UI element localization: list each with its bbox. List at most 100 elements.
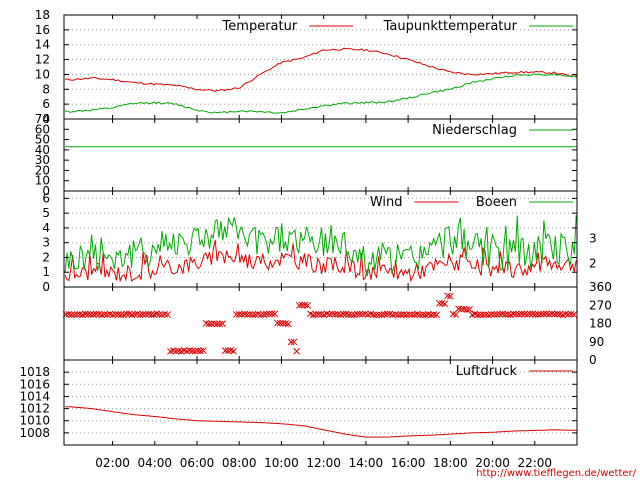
winddir-point	[309, 311, 317, 319]
winddir-point	[389, 311, 397, 319]
winddir-point	[199, 347, 207, 354]
ytick-label: 20	[35, 163, 50, 177]
winddir-point	[189, 347, 196, 355]
winddir-point	[216, 320, 224, 328]
winddir-point	[570, 311, 578, 318]
ytick-label-right: 2	[589, 256, 597, 270]
winddir-point	[70, 311, 78, 319]
winddir-point	[331, 310, 339, 318]
winddir-point	[276, 319, 284, 327]
winddir-point	[446, 292, 454, 300]
ytick-label-right: 360	[589, 280, 612, 294]
winddir-point	[103, 311, 111, 319]
winddir-point	[293, 347, 300, 355]
winddir-point	[372, 311, 380, 319]
winddir-point	[449, 310, 457, 318]
winddir-point	[518, 310, 526, 318]
winddir-point	[353, 310, 361, 318]
ytick-label: 0	[42, 280, 50, 294]
ytick-label: 5	[42, 206, 50, 220]
winddir-point	[545, 310, 553, 318]
winddir-point	[345, 311, 353, 319]
winddir-point	[257, 311, 265, 319]
ytick-label: 1016	[19, 377, 50, 391]
winddir-point	[551, 310, 558, 318]
winddir-point	[161, 310, 169, 318]
winddir-point	[392, 311, 399, 318]
legend-label: Temperatur	[222, 19, 298, 34]
xtick-label: 20:00	[475, 456, 510, 470]
ytick-label: 1018	[19, 365, 50, 379]
ytick-label: 1010	[19, 414, 50, 428]
winddir-point	[548, 310, 556, 318]
winddir-point	[488, 310, 495, 318]
ytick-label: 4	[42, 221, 50, 235]
xtick-label: 06:00	[180, 456, 215, 470]
winddir-point	[405, 311, 413, 318]
ytick-label: 70	[35, 112, 50, 126]
winddir-point	[139, 311, 147, 318]
ytick-label: 6	[42, 97, 50, 111]
winddir-point	[285, 320, 292, 328]
winddir-point	[68, 311, 75, 319]
winddir-point	[416, 311, 424, 319]
winddir-point	[457, 305, 465, 313]
winddir-point	[205, 320, 213, 328]
winddir-point	[512, 310, 520, 318]
winddir-point	[296, 302, 303, 309]
ytick-label-right: 270	[589, 298, 612, 312]
winddir-point	[433, 311, 440, 319]
winddir-point	[540, 310, 547, 318]
winddir-point	[298, 301, 306, 309]
series-line-temperatur	[65, 47, 578, 92]
winddir-point	[304, 302, 311, 309]
winddir-point	[263, 310, 270, 318]
ytick-label-right: 90	[589, 335, 604, 349]
ytick-label: 3	[42, 236, 50, 250]
winddir-point	[463, 306, 471, 313]
legend-label: Wind	[370, 195, 403, 210]
winddir-point	[534, 311, 542, 318]
ytick-label-right: 3	[589, 231, 597, 245]
winddir-point	[543, 310, 550, 318]
winddir-point	[219, 320, 226, 327]
winddir-point	[430, 311, 438, 318]
footer-url-link[interactable]: http://www.tiefflegen.de/wetter/	[476, 468, 636, 479]
winddir-point	[210, 320, 218, 327]
xtick-label: 12:00	[306, 456, 341, 470]
ytick-label: 1	[42, 265, 50, 279]
winddir-point	[381, 310, 388, 318]
winddir-point	[243, 311, 251, 318]
winddir-point	[436, 299, 443, 307]
winddir-point	[312, 311, 320, 318]
winddir-point	[271, 310, 279, 318]
winddir-point	[477, 311, 484, 319]
winddir-point	[194, 347, 202, 355]
winddir-point	[265, 310, 273, 318]
ytick-label: 30	[35, 153, 50, 167]
winddir-point	[339, 310, 347, 318]
ytick-label: 50	[35, 133, 50, 147]
winddir-point	[76, 311, 84, 318]
winddir-point	[290, 338, 298, 346]
ytick-label: 2	[42, 250, 50, 264]
xtick-label: 22:00	[517, 456, 552, 470]
winddir-point	[383, 310, 391, 318]
winddir-point	[452, 311, 460, 318]
winddir-point	[564, 310, 572, 318]
winddir-point	[238, 311, 246, 318]
winddir-point	[101, 311, 108, 318]
winddir-point	[112, 310, 119, 318]
ytick-label-right: 0	[589, 353, 597, 367]
winddir-point	[444, 292, 451, 300]
ytick-label: 1008	[19, 426, 50, 440]
winddir-point	[65, 310, 73, 318]
winddir-point	[172, 347, 180, 355]
winddir-point	[315, 310, 322, 318]
legend-label: Luftdruck	[456, 364, 518, 379]
series-line-wind	[64, 239, 577, 283]
winddir-point	[208, 320, 215, 328]
winddir-point	[556, 311, 564, 318]
winddir-point	[496, 310, 504, 318]
winddir-point	[441, 300, 449, 308]
